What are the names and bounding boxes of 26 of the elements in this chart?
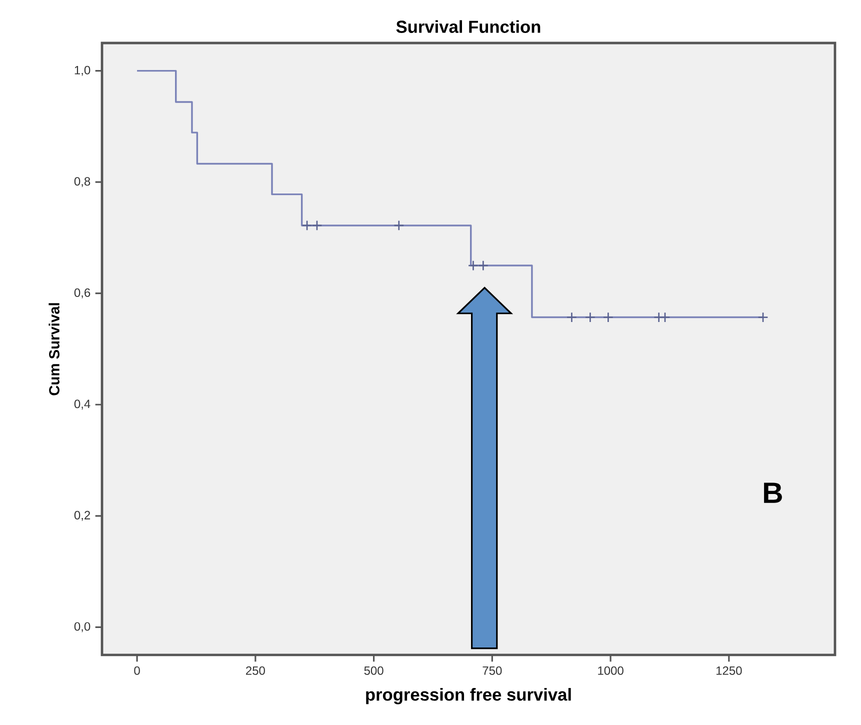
point — [566, 312, 578, 323]
y-tick-label: 0,8 — [74, 177, 90, 188]
x-tick-label: 1250 — [716, 666, 742, 675]
y-tick-label: 0,2 — [74, 510, 90, 521]
annotation: B — [764, 482, 782, 503]
y-tick-label: 0,4 — [74, 400, 90, 410]
y-tick-label: 0,0 — [74, 622, 90, 632]
point — [478, 260, 489, 271]
point — [660, 312, 670, 323]
x-tick-label: 0 — [134, 666, 140, 675]
x-tick-label: 1000 — [598, 666, 624, 675]
point — [312, 220, 322, 231]
point — [394, 220, 404, 231]
y-tick-label: 0,6 — [74, 288, 90, 298]
x-tick-label: 750 — [482, 666, 502, 675]
point — [602, 312, 614, 323]
y-axis-title: Cum Survival — [48, 303, 60, 396]
y-tick-label: 1,0 — [74, 66, 90, 76]
x-tick-label: 250 — [246, 666, 265, 675]
x-tick-label: 500 — [364, 666, 384, 675]
point — [758, 312, 768, 323]
point — [302, 220, 312, 231]
chart-title: Survival Function — [396, 20, 540, 33]
point — [584, 312, 596, 323]
point — [468, 260, 479, 271]
x-axis-title: progression free survival — [366, 688, 571, 704]
